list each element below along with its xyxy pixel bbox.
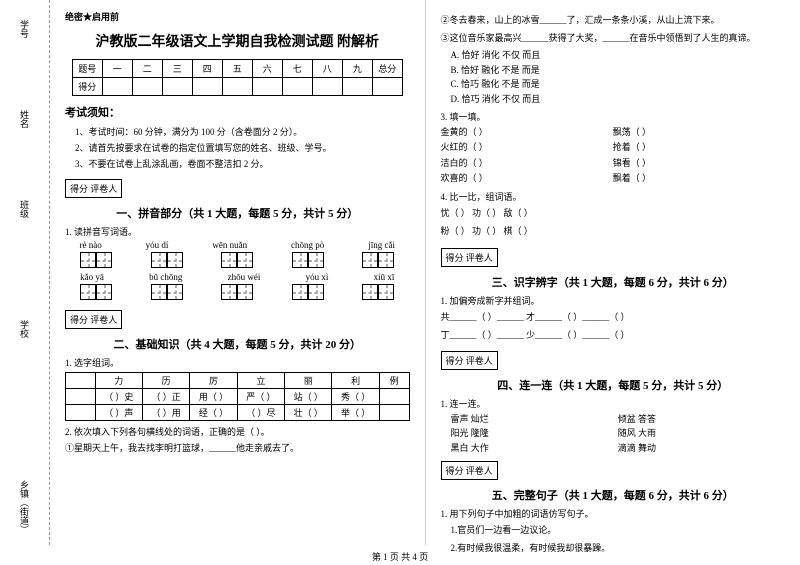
grid-row [65,284,410,300]
fill-line: ③这位音乐家最高兴______获得了大奖，______在音乐中领悟到了人生的真谛… [441,30,786,46]
scorer-box: 得分 评卷人 [441,248,498,267]
notice-title: 考试须知： [65,104,410,120]
bind-lbl: 学号 [18,20,31,38]
q-label: 1. 加偏旁成新字并组词。 [441,294,786,307]
bind-lbl: 学校 [18,320,31,338]
binding-margin: 学号 姓名 班级 学校 乡镇（街道） [0,0,50,545]
fill-line: 1.官员们一边看一边议论。 [451,522,786,538]
notice-item: 2、请首先按要求在试卷的指定位置填写您的姓名、班级、学号。 [75,140,410,156]
q-label: 1. 读拼音写词语。 [65,225,410,238]
grid-row [65,252,410,268]
bind-lbl: 乡镇（街道） [18,480,31,534]
bind-lbl: 姓名 [18,110,31,128]
scorer-box: 得分 评卷人 [441,351,498,370]
scorer-box: 得分 评卷人 [65,179,122,198]
left-column: 绝密★启用前 沪教版二年级语文上学期自我检测试题 附解析 题号一二三四五六七八九… [50,0,426,545]
options: A. 恰好 消化 不仅 而且 B. 恰好 融化 不是 而是 C. 恰巧 融化 不… [451,48,786,106]
confidential: 绝密★启用前 [65,10,410,23]
q-label: 1. 用下列句子中加粗的词语仿写句子。 [441,507,786,520]
opt: B. 恰好 融化 不是 而是 [451,63,786,77]
fill-line: ①星期天上午，我去找李明打篮球，______他走亲戚去了。 [65,440,410,456]
sec2-title: 二、基础知识（共 4 大题，每题 5 分，共计 20 分） [65,336,410,352]
exam-title: 沪教版二年级语文上学期自我检测试题 附解析 [65,31,410,51]
sec3-title: 三、识字辨字（共 1 大题，每题 6 分，共计 6 分） [441,274,786,290]
scorer-box: 得分 评卷人 [441,461,498,480]
opt: A. 恰好 消化 不仅 而且 [451,48,786,62]
notice-list: 1、考试时间：60 分钟，满分为 100 分（含卷面分 2 分）。 2、请首先按… [75,124,410,173]
char-table: 力历厉立丽利例 （ ）史（ ）正用（ ）严（ ）站（ ）秀（ ） （ ）声（ ）… [65,372,410,421]
q-label: 1. 连一连。 [441,397,786,410]
scorer-box: 得分 评卷人 [65,310,122,329]
score-cell: 得分 [72,78,102,96]
q-label: 3. 填一填。 [441,110,786,123]
fill-line: 粉（ ） 功（ ） 棋（ ） [441,223,786,239]
sec1-title: 一、拼音部分（共 1 大题，每题 5 分，共计 5 分） [65,205,410,221]
notice-item: 3、不要在试卷上乱涂乱画，卷面不整洁扣 2 分。 [75,156,410,172]
fill-line: 共______（ ）______ 才______（ ）______（ ） [441,309,786,325]
fill-line: ②冬去春来，山上的冰雪______了，汇成一条条小溪，从山上流下来。 [441,12,786,28]
opt: D. 恰巧 消化 不仅 而且 [451,92,786,106]
q-label: 2. 依次填入下列各句横线处的词语，正确的是（ ）。 [65,425,410,438]
pinyin-row: rè nàoyóu díwēn nuǎnchōng pòjīng cǎi [65,240,410,250]
score-table: 题号一二三四五六七八九总分 得分 [72,59,403,96]
sec4-title: 四、连一连（共 1 大题，每题 5 分，共计 5 分） [441,377,786,393]
sec5-title: 五、完整句子（共 1 大题，每题 6 分，共计 6 分） [441,487,786,503]
fill-line: 忧（ ） 功（ ） 敌（ ） [441,205,786,221]
bind-lbl: 班级 [18,200,31,218]
fill-line: 丁______（ ）______ 少______（ ）______（ ） [441,327,786,343]
q-label: 4. 比一比，组词语。 [441,190,786,203]
pinyin-row: kǎo yābǔ chōngzhōu wéiyóu xìxiū xī [65,272,410,282]
notice-item: 1、考试时间：60 分钟，满分为 100 分（含卷面分 2 分）。 [75,124,410,140]
right-column: ②冬去春来，山上的冰雪______了，汇成一条条小溪，从山上流下来。 ③这位音乐… [426,0,800,545]
page-footer: 第 1 页 共 4 页 [0,550,800,563]
q-label: 1. 选字组词。 [65,356,410,369]
opt: C. 恰巧 融化 不是 而是 [451,77,786,91]
